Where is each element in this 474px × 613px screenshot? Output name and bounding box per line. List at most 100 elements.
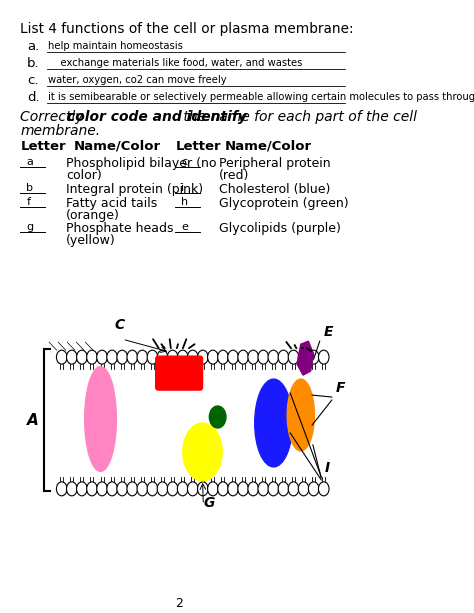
Text: Cholesterol (blue): Cholesterol (blue) xyxy=(219,183,330,196)
Circle shape xyxy=(258,350,269,364)
Text: Peripheral protein: Peripheral protein xyxy=(219,157,331,170)
Circle shape xyxy=(77,350,87,364)
Circle shape xyxy=(167,482,178,496)
Text: E: E xyxy=(323,326,333,339)
Circle shape xyxy=(117,482,128,496)
Circle shape xyxy=(127,482,137,496)
Text: Name/Color: Name/Color xyxy=(73,140,160,153)
Circle shape xyxy=(288,482,299,496)
Text: G: G xyxy=(203,496,215,510)
Text: c.: c. xyxy=(27,74,39,87)
Text: Letter: Letter xyxy=(20,140,66,153)
Text: Correctly: Correctly xyxy=(20,110,88,124)
Circle shape xyxy=(77,482,87,496)
Circle shape xyxy=(309,350,319,364)
Text: (yellow): (yellow) xyxy=(66,234,116,248)
Circle shape xyxy=(56,350,67,364)
Text: Fatty acid tails: Fatty acid tails xyxy=(66,197,157,210)
Text: Name/Color: Name/Color xyxy=(225,140,312,153)
Circle shape xyxy=(147,482,158,496)
Circle shape xyxy=(177,350,188,364)
Text: Letter: Letter xyxy=(175,140,221,153)
Text: A: A xyxy=(27,413,39,427)
Circle shape xyxy=(319,350,329,364)
Ellipse shape xyxy=(85,367,117,471)
Circle shape xyxy=(278,350,289,364)
Circle shape xyxy=(298,350,309,364)
Text: f: f xyxy=(27,197,30,207)
Circle shape xyxy=(198,482,208,496)
Circle shape xyxy=(107,482,118,496)
Text: exchange materials like food, water, and wastes: exchange materials like food, water, and… xyxy=(48,58,303,68)
Text: Glycolipids (purple): Glycolipids (purple) xyxy=(219,223,341,235)
Ellipse shape xyxy=(287,379,314,451)
Circle shape xyxy=(218,350,228,364)
Text: I: I xyxy=(325,461,330,475)
Circle shape xyxy=(319,482,329,496)
Circle shape xyxy=(309,482,319,496)
Ellipse shape xyxy=(255,379,292,467)
Circle shape xyxy=(198,350,208,364)
Circle shape xyxy=(137,350,147,364)
Circle shape xyxy=(157,482,168,496)
Circle shape xyxy=(97,350,107,364)
Text: Glycoprotein (green): Glycoprotein (green) xyxy=(219,197,349,210)
Text: g: g xyxy=(27,223,34,232)
Text: List 4 functions of the cell or plasma membrane:: List 4 functions of the cell or plasma m… xyxy=(20,22,354,36)
Text: membrane.: membrane. xyxy=(20,124,100,138)
Text: F: F xyxy=(336,381,345,395)
Circle shape xyxy=(268,350,279,364)
Circle shape xyxy=(218,482,228,496)
Text: a: a xyxy=(27,157,33,167)
Text: the name for each part of the cell: the name for each part of the cell xyxy=(179,110,417,124)
Text: i: i xyxy=(182,183,184,192)
Text: C: C xyxy=(115,318,125,332)
Text: b.: b. xyxy=(27,57,40,70)
Text: d.: d. xyxy=(27,91,40,104)
Circle shape xyxy=(248,350,258,364)
Circle shape xyxy=(167,350,178,364)
Circle shape xyxy=(228,482,238,496)
Circle shape xyxy=(298,482,309,496)
Circle shape xyxy=(157,350,168,364)
Text: Phospholipid bilayer (no: Phospholipid bilayer (no xyxy=(66,157,216,170)
Circle shape xyxy=(208,350,218,364)
Circle shape xyxy=(187,482,198,496)
Circle shape xyxy=(87,350,97,364)
Circle shape xyxy=(177,482,188,496)
Circle shape xyxy=(97,482,107,496)
Text: (red): (red) xyxy=(219,169,249,181)
Circle shape xyxy=(187,350,198,364)
Text: e: e xyxy=(182,223,188,232)
Circle shape xyxy=(147,350,158,364)
Text: a.: a. xyxy=(27,40,39,53)
Circle shape xyxy=(268,482,279,496)
Circle shape xyxy=(288,350,299,364)
FancyBboxPatch shape xyxy=(155,356,202,390)
Text: it is semibearable or selectively permeable allowing certain molecules to pass t: it is semibearable or selectively permea… xyxy=(48,92,474,102)
Text: color): color) xyxy=(66,169,101,181)
Text: color code and identify: color code and identify xyxy=(67,110,247,124)
Text: c: c xyxy=(182,157,188,167)
Circle shape xyxy=(56,482,67,496)
Text: water, oxygen, co2 can move freely: water, oxygen, co2 can move freely xyxy=(48,75,227,85)
Circle shape xyxy=(87,482,97,496)
Circle shape xyxy=(66,350,77,364)
Circle shape xyxy=(137,482,147,496)
Circle shape xyxy=(228,350,238,364)
Circle shape xyxy=(278,482,289,496)
Circle shape xyxy=(66,482,77,496)
Text: Phosphate heads: Phosphate heads xyxy=(66,223,173,235)
Text: h: h xyxy=(182,197,189,207)
Circle shape xyxy=(127,350,137,364)
Text: b: b xyxy=(27,183,34,192)
Ellipse shape xyxy=(183,423,222,481)
Circle shape xyxy=(117,350,128,364)
Text: 2: 2 xyxy=(175,596,183,609)
Ellipse shape xyxy=(210,406,226,428)
Circle shape xyxy=(208,482,218,496)
Circle shape xyxy=(238,482,248,496)
Text: (orange): (orange) xyxy=(66,208,119,221)
Text: help maintain homeostasis: help maintain homeostasis xyxy=(48,41,183,51)
Polygon shape xyxy=(297,341,314,375)
